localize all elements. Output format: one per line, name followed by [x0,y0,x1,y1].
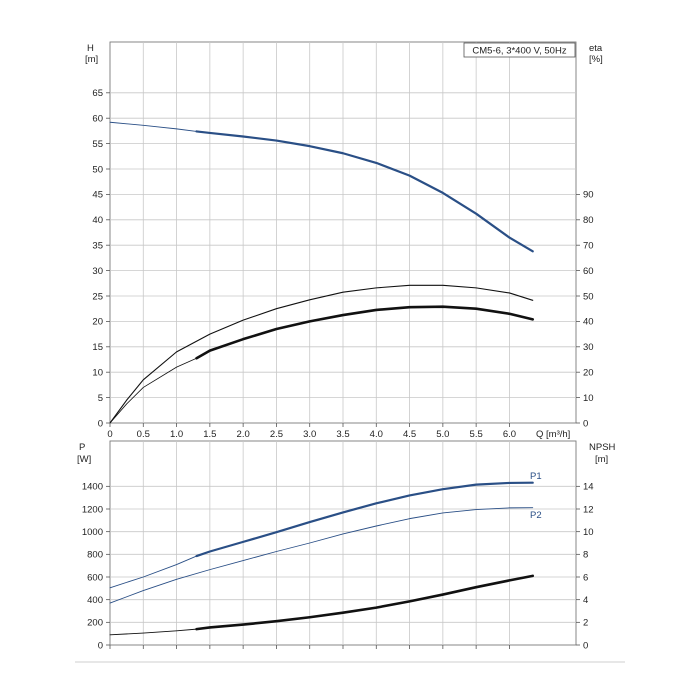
upper-left-tick-label: 55 [92,139,103,150]
lower-curve-0-bold [195,481,534,558]
lower-right-axis-unit: [m] [595,454,608,465]
upper-left-tick-label: 65 [92,88,103,99]
lower-right-tick-label: 0 [583,640,588,651]
upper-right-tick-label: 20 [583,368,594,379]
x-tick-label: 5.5 [470,429,483,440]
lower-left-tick-label: 1400 [82,482,103,493]
x-tick-label: 1.5 [203,429,216,440]
series-label-p1: P1 [530,471,542,482]
lower-tick-labels: 0 200 400 600 800 1000 1200 1400 0 2 4 6 8 10 12 14 [82,482,594,652]
lower-left-axis-unit: [W] [77,454,91,465]
upper-left-tick-label: 45 [92,190,103,201]
x-tick-label: 0.5 [137,429,150,440]
upper-left-tick-label: 35 [92,241,103,252]
lower-left-tick-label: 0 [98,640,103,651]
legend-box: CM5-6, 3*400 V, 50Hz [463,42,576,58]
upper-left-tick-label: 5 [98,393,103,404]
lower-left-tick-label: 600 [87,572,103,583]
upper-curve-1-thin [109,284,534,424]
lower-right-tick-label: 2 [583,618,588,629]
upper-left-tick-label: 0 [98,418,103,429]
upper-tick-labels: 0 5 10 15 20 25 30 35 40 45 50 55 60 65 0 10 20 30 40 50 60 7… [92,88,593,440]
upper-panel: 0 5 10 15 20 25 30 35 40 45 50 55 60 65 0 10 20 30 40 50 60 7… [85,41,603,440]
lower-right-tick-label: 4 [583,595,588,606]
upper-right-tick-label: 10 [583,393,594,404]
upper-left-tick-label: 10 [92,368,103,379]
lower-curve-2-bold [195,574,535,631]
lower-left-tick-label: 800 [87,550,103,561]
upper-left-tick-label: 20 [92,317,103,328]
x-tick-label: 4.5 [403,429,416,440]
upper-right-tick-label: 60 [583,266,594,277]
upper-curve-2-bold [195,305,535,360]
x-axis-label: Q [m³/h] [536,429,570,440]
lower-left-tick-label: 200 [87,618,103,629]
upper-curves [109,121,535,424]
upper-right-tick-label: 90 [583,190,594,201]
upper-left-axis-unit: [m] [85,54,98,65]
x-tick-label: 3.0 [303,429,316,440]
upper-right-axis-name: eta [589,43,603,54]
x-tick-label: 3.5 [336,429,349,440]
lower-right-tick-label: 12 [583,504,594,515]
upper-left-tick-label: 15 [92,342,103,353]
lower-right-tick-label: 10 [583,527,594,538]
x-tick-label: 0 [107,429,112,440]
upper-grid [110,42,576,423]
upper-left-tick-label: 40 [92,215,103,226]
upper-right-axis-unit: [%] [589,54,603,65]
lower-curve-1-thin [109,507,534,604]
upper-left-tick-label: 25 [92,291,103,302]
lower-right-axis-name: NPSH [589,442,616,453]
upper-right-tick-label: 30 [583,342,594,353]
upper-left-axis-name: H [87,43,94,54]
x-tick-label: 5.0 [436,429,449,440]
series-label-p2: P2 [530,510,542,521]
upper-curve-0-bold [195,130,534,253]
upper-left-tick-label: 50 [92,164,103,175]
x-tick-label: 6.0 [503,429,516,440]
lower-right-tick-label: 6 [583,572,588,583]
legend-frame [463,42,576,58]
lower-left-axis-name: P [79,442,85,453]
lower-left-tick-label: 1200 [82,504,103,515]
lower-curves [109,481,535,636]
lower-left-tick-label: 1000 [82,527,103,538]
upper-left-tick-label: 30 [92,266,103,277]
lower-right-tick-label: 8 [583,550,588,561]
x-tick-label: 2.5 [270,429,283,440]
lower-panel: 0 200 400 600 800 1000 1200 1400 0 2 4 6 8 10 12 14 P [… [77,440,616,652]
lower-grid [110,441,576,645]
legend-title: CM5-6, 3*400 V, 50Hz [472,46,566,57]
x-tick-label: 2.0 [237,429,250,440]
upper-right-tick-label: 50 [583,291,594,302]
x-tick-label: 4.0 [370,429,383,440]
upper-right-tick-label: 70 [583,241,594,252]
upper-right-tick-label: 40 [583,317,594,328]
upper-left-tick-label: 60 [92,114,103,125]
upper-right-tick-label: 80 [583,215,594,226]
upper-right-tick-label: 0 [583,418,588,429]
x-tick-label: 1.0 [170,429,183,440]
lower-right-tick-label: 14 [583,482,594,493]
lower-left-tick-label: 400 [87,595,103,606]
